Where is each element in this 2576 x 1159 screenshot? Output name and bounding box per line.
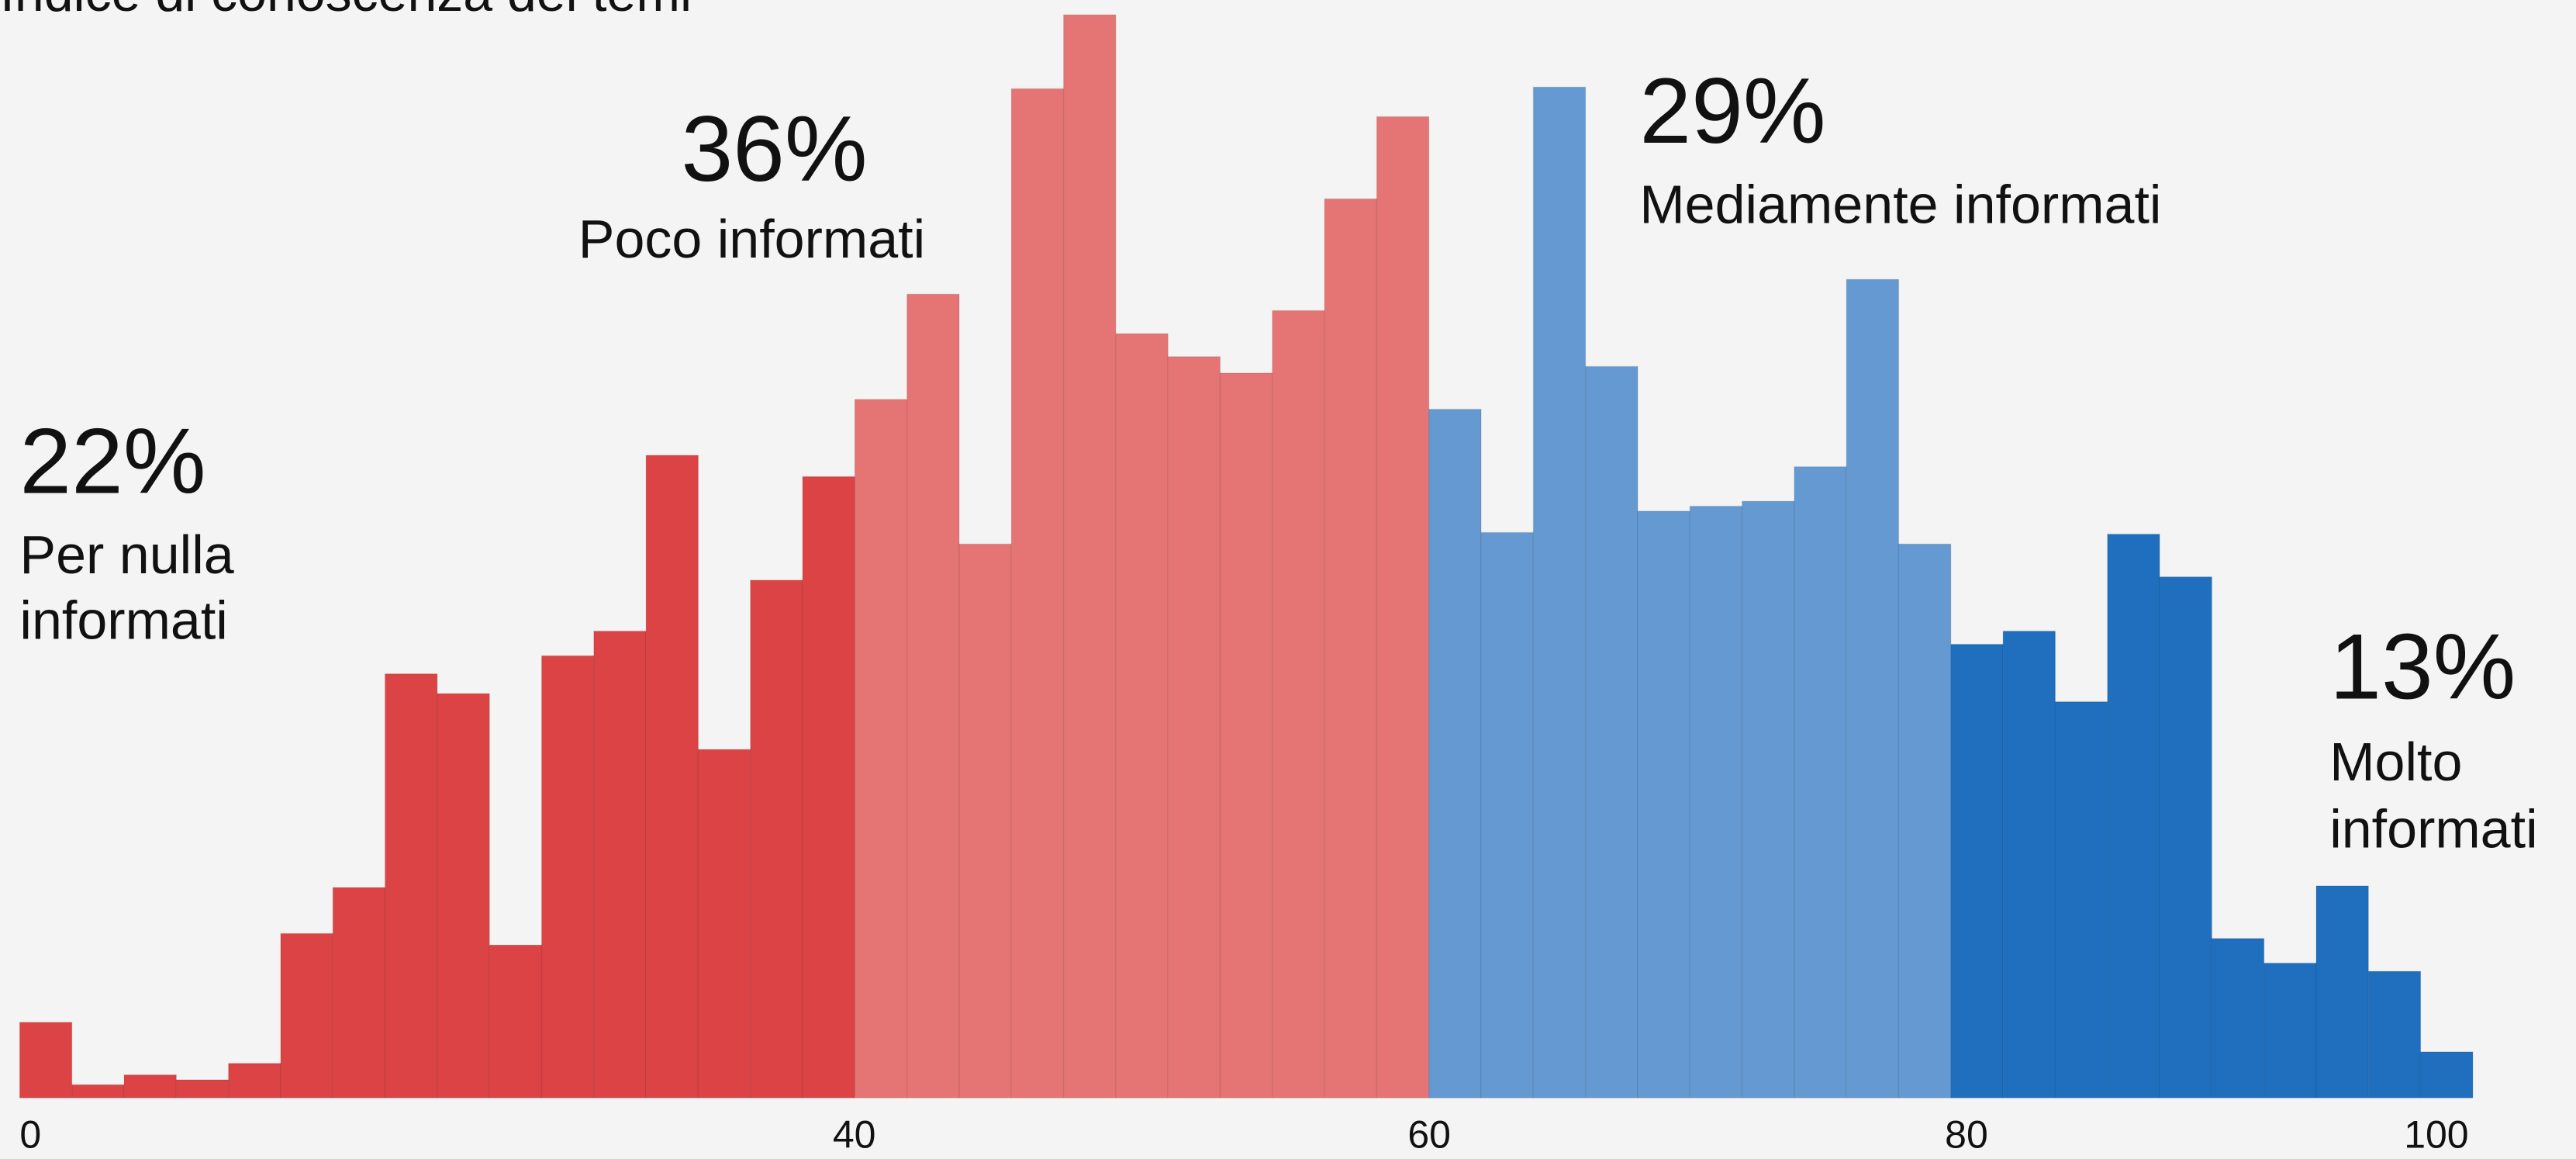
x-tick-label: 60: [1407, 1112, 1451, 1156]
bar: [1167, 355, 1221, 1098]
bar: [19, 1022, 73, 1098]
bar: [175, 1079, 230, 1098]
share-label: 36%: [681, 97, 867, 201]
bar: [332, 887, 386, 1098]
bar: [1950, 643, 2004, 1098]
share-label: 29%: [1639, 59, 1825, 163]
bar: [384, 673, 438, 1098]
bar: [123, 1074, 178, 1098]
x-tick-label: 40: [833, 1112, 876, 1156]
share-label: 13%: [2329, 614, 2516, 718]
bar: [1689, 505, 1743, 1098]
bar: [1272, 310, 1325, 1098]
bar: [1532, 86, 1587, 1098]
bar: [2211, 937, 2265, 1098]
group-label: Mediamente informati: [1639, 175, 2161, 235]
bar: [2002, 630, 2056, 1098]
bar: [71, 1084, 125, 1098]
bar: [749, 580, 803, 1098]
bar: [697, 749, 751, 1098]
group-label: Molto: [2329, 732, 2462, 792]
bar: [489, 944, 543, 1098]
bar: [1376, 116, 1430, 1098]
bar: [906, 293, 960, 1098]
bar: [1010, 88, 1065, 1098]
bar: [2419, 1051, 2474, 1098]
chart-title: Indice di conoscenza dei temi: [0, 0, 692, 22]
bar: [1428, 408, 1482, 1098]
bar: [854, 399, 908, 1098]
x-tick-label: 0: [19, 1112, 41, 1156]
bar: [2054, 701, 2108, 1098]
bar: [280, 932, 334, 1098]
x-tick-label: 100: [2404, 1112, 2468, 1156]
bar: [2159, 576, 2213, 1098]
bar: [1846, 279, 1900, 1098]
bar: [1115, 333, 1169, 1098]
share-label: 22%: [19, 410, 205, 514]
bar: [1219, 372, 1273, 1098]
bar: [2315, 885, 2370, 1098]
bar: [1480, 531, 1535, 1098]
bar: [593, 630, 647, 1098]
bar: [1741, 500, 1795, 1098]
bar: [958, 543, 1013, 1098]
bar: [1794, 465, 1847, 1098]
bar: [2263, 962, 2317, 1098]
bar: [540, 655, 595, 1098]
bar: [227, 1062, 281, 1098]
bar: [802, 476, 856, 1098]
group-label: informati: [2329, 799, 2537, 860]
bar: [1637, 510, 1691, 1098]
bar: [1062, 14, 1117, 1098]
bar: [437, 693, 490, 1098]
bar: [2367, 970, 2422, 1098]
x-tick-label: 80: [1945, 1112, 1988, 1156]
group-label: Poco informati: [578, 209, 925, 269]
group-label: informati: [19, 590, 227, 651]
bar: [1897, 543, 1952, 1098]
bar: [645, 455, 699, 1098]
bar: [1584, 365, 1638, 1098]
group-label: Per nulla: [19, 524, 233, 585]
bar: [1324, 198, 1378, 1098]
bar: [2107, 533, 2160, 1098]
